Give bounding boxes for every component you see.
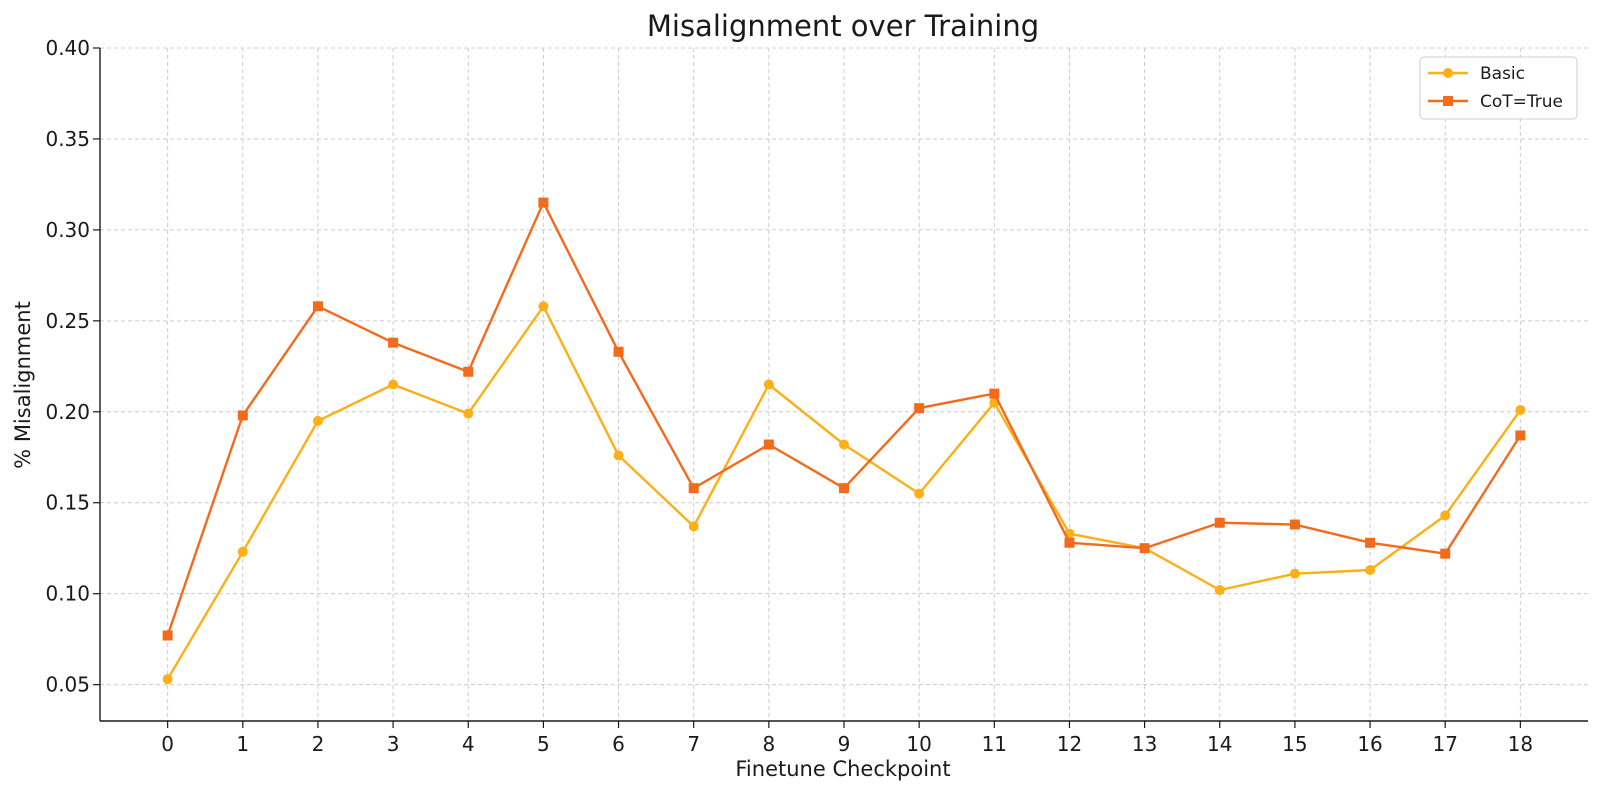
x-tick-label: 15 [1282,732,1307,756]
y-tick-label: 0.15 [45,491,90,515]
x-tick-label: 10 [906,732,931,756]
series-1-point [463,408,474,419]
x-tick-label: 1 [236,732,249,756]
legend-label-2: CoT=True [1480,92,1563,112]
x-tick-label: 3 [387,732,400,756]
x-tick-label: 16 [1357,732,1382,756]
x-tick-label: 7 [687,732,700,756]
series-1-point [1440,510,1451,521]
series-1-point [688,521,699,532]
x-tick-label: 6 [612,732,625,756]
y-tick-label: 0.25 [45,309,90,333]
series-1-point [1365,565,1376,576]
series-2-point [1214,517,1225,528]
series-2-point [1365,537,1376,548]
series-1-point [914,488,925,499]
y-tick-label: 0.20 [45,400,90,424]
legend: Basic CoT=True [1419,56,1578,120]
series-layer [162,197,1526,685]
x-tick-label: 18 [1508,732,1533,756]
y-tick-label: 0.40 [45,36,90,60]
series-1-point [162,674,173,685]
series-1-point [388,379,399,390]
series-2-point [839,483,849,494]
series-2-point [312,301,323,312]
x-tick-label: 17 [1432,732,1457,756]
x-tick-label: 2 [312,732,325,756]
series-2-point [989,388,1000,399]
series-2-point [162,630,173,641]
x-tick-label: 11 [982,732,1007,756]
y-tick-label: 0.35 [45,127,90,151]
series-2-point [1515,430,1526,441]
x-tick-label: 5 [537,732,550,756]
y-axis-label: % Misalignment [11,301,35,469]
series-2-point [763,439,774,450]
grid-layer [100,47,1588,721]
series-2-point [538,197,549,208]
x-tick-label: 12 [1057,732,1082,756]
x-tick-label: 0 [161,732,174,756]
series-2-point [463,366,474,377]
series-2-point [688,483,699,494]
series-2-point [237,410,248,421]
y-tick-label: 0.10 [45,582,90,606]
series-1-point [312,415,323,426]
series-1-point [1289,568,1300,579]
series-1-point [763,379,774,390]
legend-marker-2 [1443,96,1453,106]
series-1-point [1515,404,1526,415]
series-1-point [613,450,624,461]
series-2-point [1139,543,1150,554]
series-2-point [1064,537,1075,548]
series-2-point [1289,519,1300,530]
series-1-point [538,301,549,312]
y-tick-label: 0.05 [45,673,90,697]
x-tick-label: 9 [838,732,851,756]
x-tick-label: 13 [1132,732,1157,756]
legend-label-1: Basic [1480,64,1525,84]
x-tick-label: 4 [462,732,475,756]
chart-title: Misalignment over Training [647,9,1039,43]
ticks-layer: 0 1 2 3 4 5 6 7 8 9 10 11 12 13 14 15 16 17 180.050.100.15… [45,36,1533,756]
x-tick-label: 14 [1207,732,1232,756]
series-2-point [1440,548,1451,559]
y-tick-label: 0.30 [45,218,90,242]
series-2-point [613,346,624,357]
series-1-point [1214,585,1225,596]
series-2-point [914,403,925,414]
legend-marker-1 [1443,68,1453,78]
x-axis-label: Finetune Checkpoint [735,757,950,781]
series-1-point [839,439,849,450]
series-2-point [388,337,399,348]
x-tick-label: 8 [762,732,775,756]
series-1-point [237,546,248,557]
